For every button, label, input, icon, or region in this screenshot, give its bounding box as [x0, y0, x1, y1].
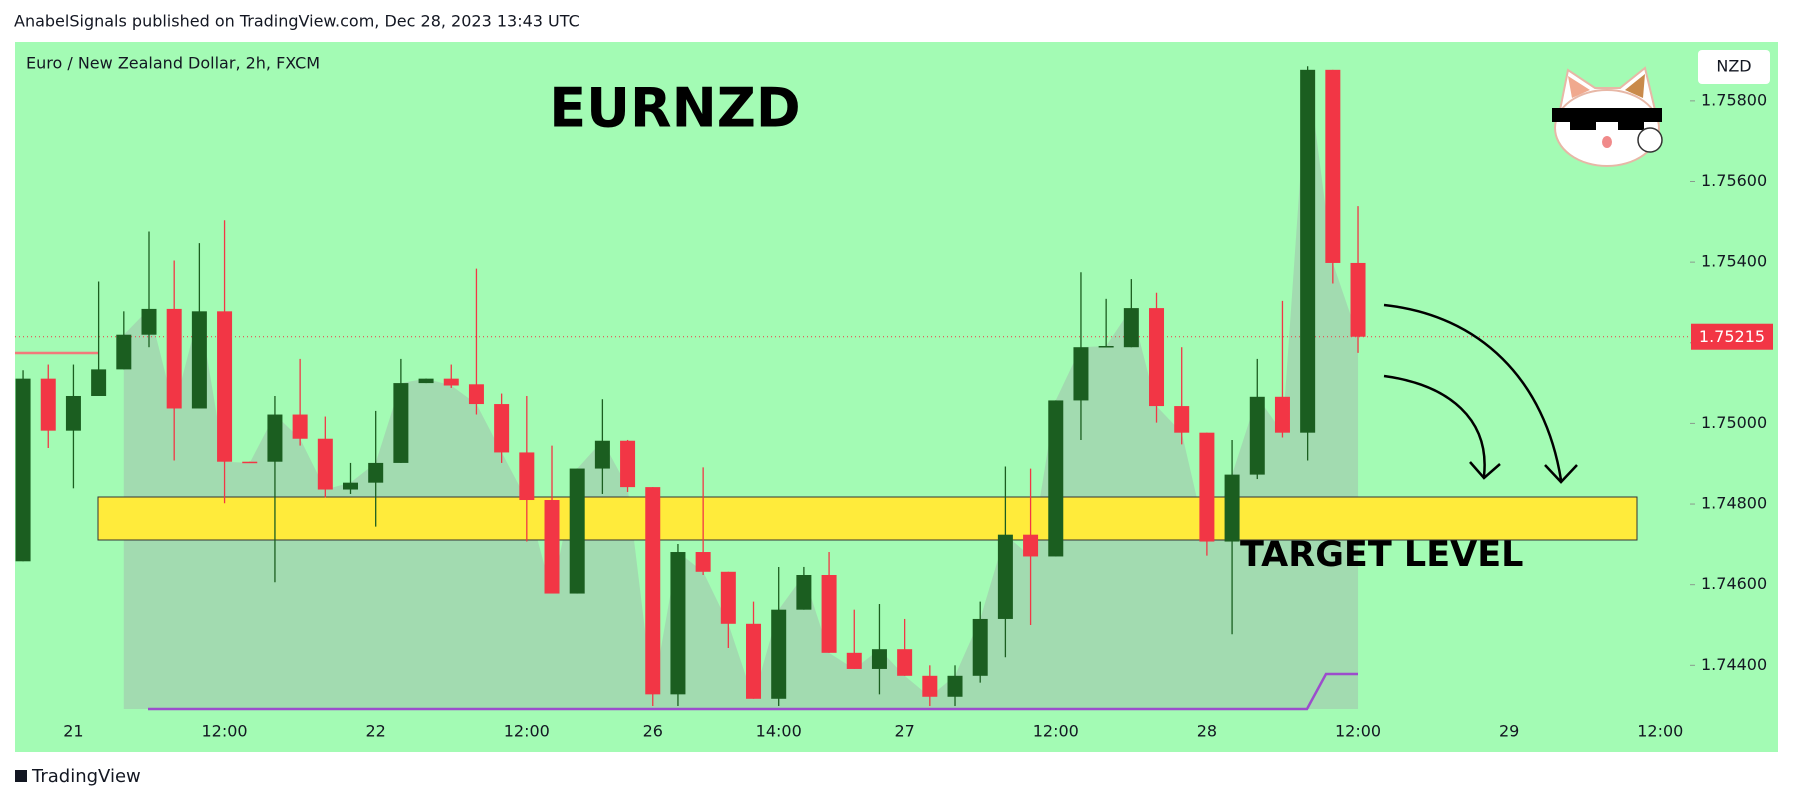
candle-body: [141, 308, 157, 335]
candle-body: [40, 378, 56, 431]
candle-body: [771, 609, 787, 699]
candle-body: [1149, 308, 1165, 407]
candle-body: [1300, 69, 1316, 433]
candle-body: [393, 383, 409, 463]
publish-header: AnabelSignals published on TradingView.c…: [14, 12, 580, 31]
candle-body: [191, 311, 207, 409]
candle-body: [1274, 396, 1290, 433]
candle-body: [720, 571, 736, 624]
candle-body: [519, 452, 535, 501]
candle-body: [317, 438, 333, 490]
candle-body: [620, 440, 636, 488]
currency-box: [1698, 50, 1770, 84]
candle-body: [972, 618, 988, 676]
y-tick-label: 1.75400: [1701, 252, 1767, 271]
indicator-line: [148, 672, 1358, 711]
candle-body: [368, 462, 384, 483]
candle-body: [242, 461, 258, 464]
candle-body: [443, 378, 459, 386]
x-tick-label: 21: [63, 722, 83, 741]
arrow-curve: [1383, 303, 1563, 481]
arrow-head: [1469, 461, 1501, 480]
plot-area: 1.744001.746001.748001.750001.752001.754…: [15, 66, 1773, 741]
x-tick-label: 29: [1499, 722, 1519, 741]
x-tick-label: 12:00: [1033, 722, 1079, 741]
last-price-box: [1691, 323, 1773, 350]
candle-body: [947, 675, 963, 697]
x-tick-label: 12:00: [1335, 722, 1381, 741]
candle-body: [166, 308, 182, 409]
candle-body: [91, 369, 107, 396]
y-tick-label: 1.74800: [1701, 494, 1767, 513]
chart-title: EURNZD: [549, 77, 801, 140]
candle-body: [468, 384, 484, 405]
arrow-head: [1544, 464, 1578, 484]
candle-body: [796, 575, 812, 610]
candle-body: [1199, 432, 1215, 542]
mascot: [1552, 66, 1663, 167]
symbol-label: Euro / New Zealand Dollar, 2h, FXCM: [26, 54, 320, 73]
candle-body: [1224, 474, 1240, 542]
candle-body: [267, 414, 283, 462]
candle-body: [15, 378, 31, 562]
candle-body: [1325, 69, 1341, 263]
candle-body: [1023, 534, 1039, 557]
candle-body: [594, 440, 610, 469]
candle-body: [1249, 396, 1265, 475]
candle-body: [1073, 347, 1089, 401]
y-tick-label: 1.75800: [1701, 90, 1767, 109]
candle-body: [116, 334, 132, 370]
y-tick-label: 1.74600: [1701, 574, 1767, 593]
x-tick-label: 12:00: [1637, 722, 1683, 741]
candle-body: [418, 378, 434, 384]
currency-label: NZD: [1716, 57, 1751, 76]
x-tick-label: 26: [643, 722, 663, 741]
chart-background: [15, 42, 1778, 752]
annotation-label: TARGET LEVEL: [1240, 535, 1523, 575]
candle-body: [1350, 262, 1366, 337]
footer-brand: TradingView: [31, 766, 141, 787]
candle-body: [1123, 308, 1139, 348]
candle-body: [695, 552, 711, 572]
candle-body: [1174, 406, 1190, 433]
arrows: [1383, 303, 1578, 484]
candle-body: [494, 404, 510, 453]
candle-body: [343, 482, 359, 490]
candle-body: [871, 649, 887, 669]
candle-body: [645, 487, 661, 695]
arrow-curve: [1383, 374, 1486, 477]
candle-body: [746, 623, 762, 699]
tv-logo: [15, 770, 27, 782]
y-tick-label: 1.74400: [1701, 655, 1767, 674]
candle-body: [217, 311, 233, 462]
candle-body: [670, 552, 686, 695]
candle-body: [569, 468, 585, 594]
x-tick-label: 14:00: [756, 722, 802, 741]
candle-body: [997, 534, 1013, 619]
x-tick-label: 27: [894, 722, 914, 741]
candle-body: [897, 649, 913, 676]
candle-body: [65, 395, 81, 431]
y-tick-label: 1.75000: [1701, 413, 1767, 432]
candle-body: [544, 500, 560, 594]
candle-body: [922, 675, 938, 697]
candle-body: [292, 414, 308, 439]
candle-body: [1048, 400, 1064, 557]
candle-body: [1098, 345, 1114, 348]
candle-body: [846, 652, 862, 669]
x-tick-label: 12:00: [202, 722, 248, 741]
target-zone: [97, 496, 1638, 541]
candle-body: [821, 575, 837, 653]
x-tick-label: 12:00: [504, 722, 550, 741]
last-price-label: 1.75215: [1699, 327, 1765, 346]
x-tick-label: 22: [366, 722, 386, 741]
x-tick-label: 28: [1197, 722, 1217, 741]
y-tick-label: 1.75600: [1701, 171, 1767, 190]
